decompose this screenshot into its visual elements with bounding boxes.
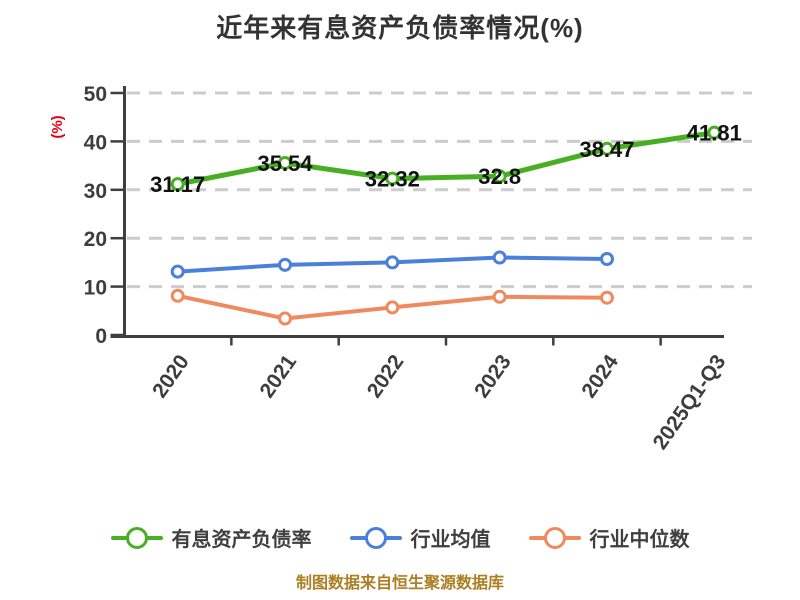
x-tick-label: 2022: [363, 351, 409, 402]
chart-title: 近年来有息资产负债率情况(%): [216, 13, 584, 43]
data-point-label: 38.47: [579, 137, 634, 162]
data-source-footer: 制图数据来自恒生聚源数据库: [295, 575, 504, 592]
legend-label-industry-median: 行业中位数: [589, 529, 690, 551]
x-tick-label: 2023: [470, 351, 516, 402]
y-axis-unit-label: (%): [49, 115, 66, 138]
y-tick-label: 20: [84, 228, 107, 251]
data-point-label: 32.32: [365, 167, 420, 192]
data-point-marker: [599, 141, 614, 156]
data-point-marker: [385, 171, 400, 186]
data-point-marker: [492, 169, 507, 184]
data-point-marker: [385, 255, 400, 270]
series-line-0: [175, 130, 717, 187]
y-tick-label: 0: [95, 325, 107, 348]
data-point-marker: [707, 125, 722, 140]
legend-item-industry-mean: 行业均值: [349, 523, 491, 552]
data-point-marker: [278, 311, 293, 326]
x-tick-label: 2024: [577, 350, 623, 402]
data-point-label: 32.8: [478, 164, 521, 189]
legend-line-dot-icon: [349, 526, 402, 550]
data-point-marker: [385, 300, 400, 315]
data-point-marker: [599, 252, 614, 267]
y-tick-label: 40: [84, 131, 107, 154]
data-point-marker: [492, 250, 507, 265]
legend-line-dot-icon: [528, 526, 581, 550]
data-point-label: 41.81: [687, 121, 742, 146]
legend-line-dot-icon: [110, 526, 163, 550]
x-tick-label: 2020: [148, 351, 194, 402]
data-point-marker: [492, 289, 507, 304]
data-point-marker: [278, 257, 293, 272]
data-point-label: 35.54: [257, 151, 313, 176]
chart-legend: 有息资产负债率 行业均值 行业中位数: [0, 523, 800, 552]
line-chart: 0 10 20 30 40 50 2020 2021 2022 2023 2024 2025Q1-Q3…: [49, 83, 752, 454]
legend-label-industry-mean: 行业均值: [410, 529, 491, 551]
legend-label-debt-ratio: 有息资产负债率: [171, 529, 312, 551]
data-point-marker: [278, 155, 293, 170]
data-point-marker: [170, 288, 185, 303]
y-tick-label: 10: [84, 277, 107, 300]
x-tick-label: 2025Q1-Q3: [649, 351, 731, 454]
y-tick-label: 30: [84, 180, 107, 203]
data-point-marker: [170, 177, 185, 192]
y-tick-label: 50: [84, 83, 107, 106]
x-tick-label: 2021: [255, 350, 301, 402]
data-point-marker: [170, 264, 185, 279]
data-point-marker: [599, 290, 614, 305]
legend-item-industry-median: 行业中位数: [528, 523, 690, 552]
legend-item-debt-ratio: 有息资产负债率: [110, 523, 312, 552]
data-point-label: 31.17: [150, 172, 205, 197]
